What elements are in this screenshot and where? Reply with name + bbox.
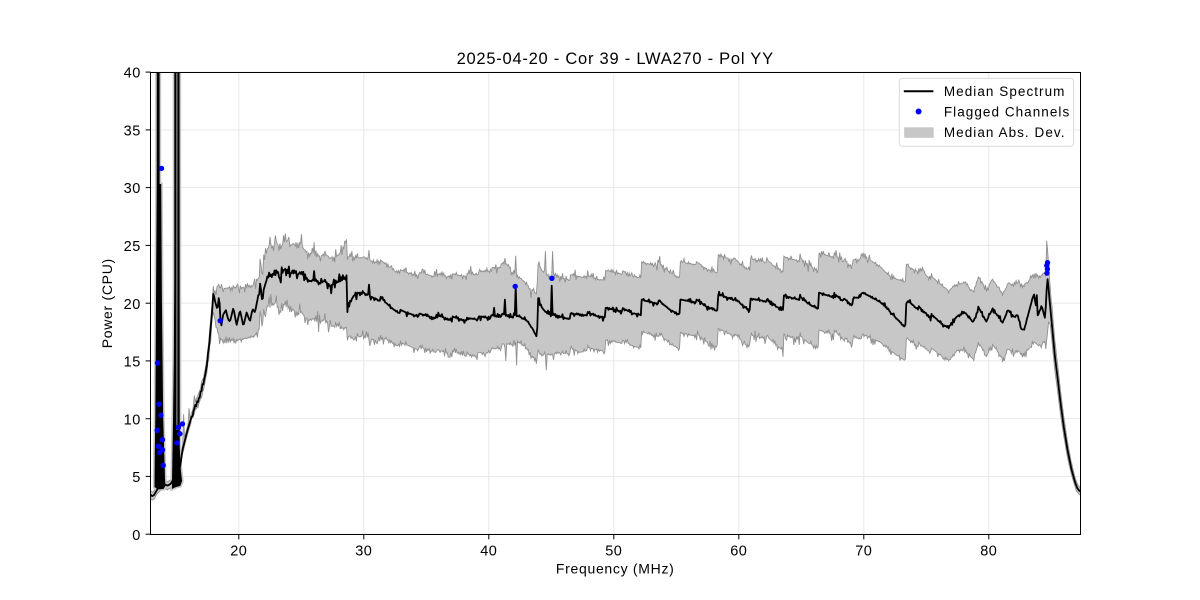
svg-text:25: 25	[124, 239, 141, 255]
svg-text:Median Abs. Dev.: Median Abs. Dev.	[944, 125, 1066, 140]
svg-text:0: 0	[132, 528, 141, 544]
svg-text:80: 80	[980, 543, 997, 559]
svg-text:30: 30	[355, 543, 372, 559]
svg-text:Power (CPU): Power (CPU)	[99, 258, 115, 348]
svg-text:70: 70	[855, 543, 872, 559]
svg-text:60: 60	[730, 543, 747, 559]
svg-text:20: 20	[124, 297, 141, 313]
svg-text:50: 50	[605, 543, 622, 559]
svg-text:Flagged Channels: Flagged Channels	[944, 104, 1070, 119]
svg-text:10: 10	[124, 412, 141, 428]
svg-text:40: 40	[480, 543, 497, 559]
svg-text:30: 30	[124, 181, 141, 197]
svg-text:15: 15	[124, 355, 141, 371]
svg-text:35: 35	[124, 124, 141, 140]
svg-text:20: 20	[230, 543, 247, 559]
svg-text:40: 40	[124, 66, 141, 82]
svg-text:2025-04-20 - Cor 39 - LWA270 -: 2025-04-20 - Cor 39 - LWA270 - Pol YY	[457, 50, 774, 68]
svg-text:Median Spectrum: Median Spectrum	[944, 84, 1066, 99]
svg-text:5: 5	[132, 470, 141, 486]
svg-text:Frequency (MHz): Frequency (MHz)	[556, 561, 675, 577]
